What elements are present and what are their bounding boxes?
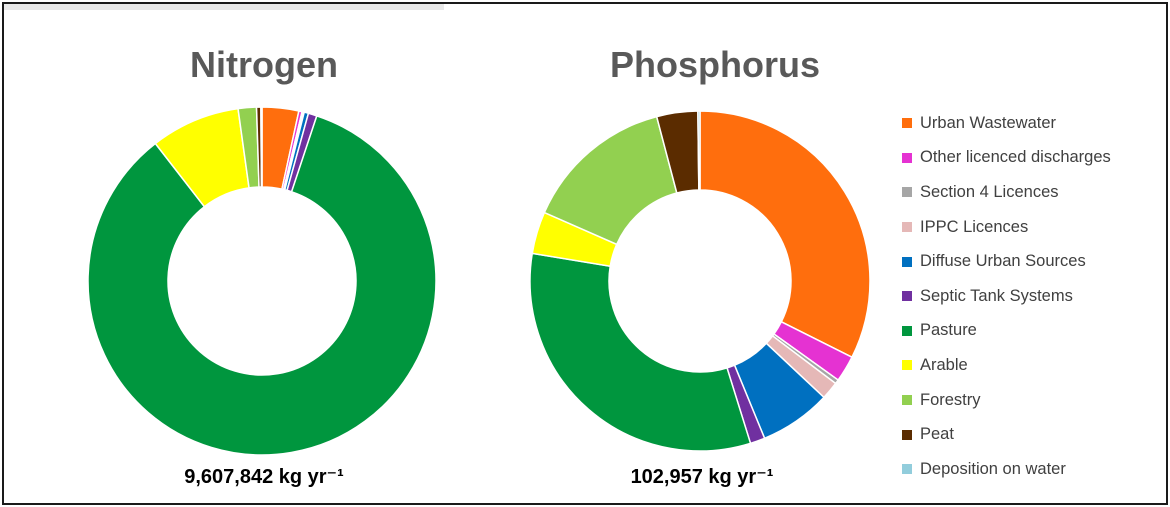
- legend-label: IPPC Licences: [920, 217, 1029, 236]
- phosphorus-total: 102,957 kg yr⁻¹: [630, 466, 774, 488]
- phosphorus-slice-pasture: [529, 252, 752, 452]
- legend-label: Septic Tank Systems: [920, 286, 1073, 305]
- legend-swatch: [902, 395, 912, 406]
- nitrogen-donut-chart: [87, 106, 437, 456]
- legend-item: Arable: [902, 348, 1164, 383]
- legend-swatch: [902, 325, 912, 336]
- phosphorus-donut-chart: [529, 110, 871, 452]
- legend-item: Diffuse Urban Sources: [902, 244, 1164, 279]
- nitrogen-slice-pasture: [87, 114, 437, 456]
- legend-item: Urban Wastewater: [902, 106, 1164, 141]
- legend-label: Urban Wastewater: [920, 113, 1057, 132]
- legend-swatch: [902, 118, 912, 129]
- legend-swatch: [902, 222, 912, 233]
- nitrogen-slice-deposition-on-water: [260, 106, 263, 188]
- legend-swatch: [902, 429, 912, 440]
- legend-item: IPPC Licences: [902, 210, 1164, 245]
- legend-swatch: [902, 187, 912, 198]
- legend-label: Arable: [920, 355, 968, 374]
- legend-label: Section 4 Licences: [920, 182, 1059, 201]
- phosphorus-title: Phosphorus: [609, 44, 820, 85]
- legend-item: Section 4 Licences: [902, 175, 1164, 210]
- legend-label: Other licenced discharges: [920, 148, 1111, 167]
- legend-label: Pasture: [920, 321, 977, 340]
- legend-item: Pasture: [902, 314, 1164, 349]
- legend-item: Other licenced discharges: [902, 141, 1164, 176]
- phosphorus-slice-deposition-on-water: [697, 110, 701, 191]
- legend-swatch: [902, 152, 912, 163]
- legend-swatch: [902, 291, 912, 302]
- legend-swatch: [902, 360, 912, 371]
- legend-label: Deposition on water: [920, 459, 1066, 478]
- legend-label: Forestry: [920, 390, 981, 409]
- legend-label: Peat: [920, 425, 954, 444]
- legend-swatch: [902, 256, 912, 267]
- legend: Urban Wastewater Other licenced discharge…: [902, 106, 1164, 487]
- phosphorus-slice-urban-wastewater: [699, 110, 871, 359]
- legend-item: Septic Tank Systems: [902, 279, 1164, 314]
- legend-label: Diffuse Urban Sources: [920, 252, 1086, 271]
- nitrogen-title: Nitrogen: [190, 44, 338, 85]
- nitrogen-total: 9,607,842 kg yr⁻¹: [184, 466, 344, 488]
- legend-item: Forestry: [902, 383, 1164, 418]
- legend-item: Peat: [902, 417, 1164, 452]
- legend-swatch: [902, 464, 912, 475]
- top-bar: [4, 4, 444, 10]
- legend-item: Deposition on water: [902, 452, 1164, 487]
